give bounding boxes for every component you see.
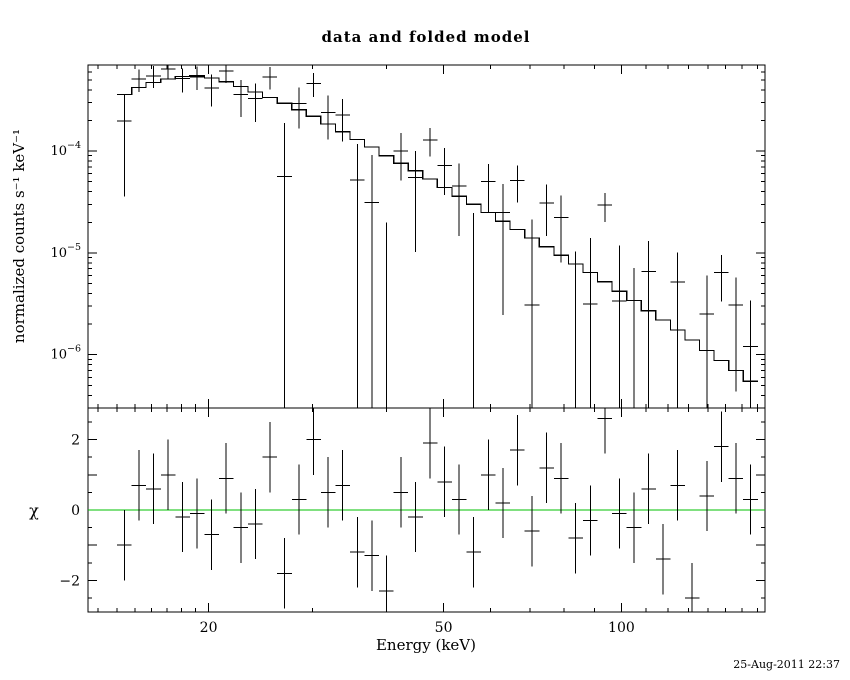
y-axis-label-top: normalized counts s⁻¹ keV⁻¹ [10, 129, 28, 343]
x-tick-label: 50 [435, 620, 453, 636]
y-tick-label: 10−6 [50, 344, 81, 363]
y-tick-label: 2 [71, 433, 80, 449]
plot-area: 20 50 100 10−6 10−5 10−4 −2 0 2 [50, 64, 766, 636]
top-panel-frame [87, 64, 766, 409]
y-tick-label: 10−4 [50, 140, 81, 159]
y-tick-label: 10−5 [50, 242, 81, 261]
y-tick-label: −2 [59, 573, 80, 589]
data-points [117, 65, 758, 408]
x-tick-label: 100 [608, 620, 635, 636]
x-axis-label: Energy (keV) [376, 636, 476, 654]
chart-title: data and folded model [322, 28, 531, 46]
y-axis-label-bottom: χ [29, 501, 39, 520]
x-tick-label: 20 [200, 620, 218, 636]
axis-ticks [88, 65, 765, 612]
y-tick-label: 0 [71, 503, 80, 519]
tick-labels: 20 50 100 10−6 10−5 10−4 −2 0 2 [50, 140, 634, 636]
timestamp: 25-Aug-2011 22:37 [733, 658, 840, 671]
model-histogram [117, 75, 758, 382]
residual-points [117, 408, 758, 612]
